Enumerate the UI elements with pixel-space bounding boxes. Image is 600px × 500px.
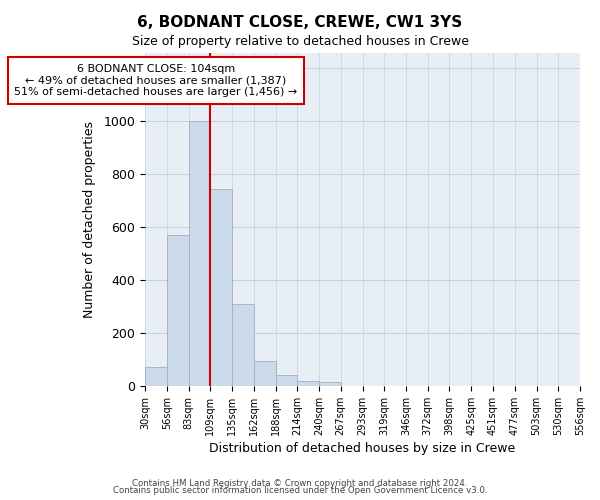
- Bar: [188, 122, 210, 386]
- Bar: [232, 304, 254, 386]
- Y-axis label: Number of detached properties: Number of detached properties: [83, 120, 97, 318]
- Text: Size of property relative to detached houses in Crewe: Size of property relative to detached ho…: [131, 35, 469, 48]
- Text: 6, BODNANT CLOSE, CREWE, CW1 3YS: 6, BODNANT CLOSE, CREWE, CW1 3YS: [137, 15, 463, 30]
- Bar: [167, 235, 188, 386]
- Bar: [297, 380, 319, 386]
- Bar: [210, 189, 232, 386]
- Text: 6 BODNANT CLOSE: 104sqm
← 49% of detached houses are smaller (1,387)
51% of semi: 6 BODNANT CLOSE: 104sqm ← 49% of detache…: [14, 64, 298, 97]
- Bar: [275, 376, 297, 386]
- Bar: [319, 382, 341, 386]
- X-axis label: Distribution of detached houses by size in Crewe: Distribution of detached houses by size …: [209, 442, 515, 455]
- Text: Contains HM Land Registry data © Crown copyright and database right 2024.: Contains HM Land Registry data © Crown c…: [132, 478, 468, 488]
- Bar: [254, 361, 275, 386]
- Bar: [145, 368, 167, 386]
- Text: Contains public sector information licensed under the Open Government Licence v3: Contains public sector information licen…: [113, 486, 487, 495]
